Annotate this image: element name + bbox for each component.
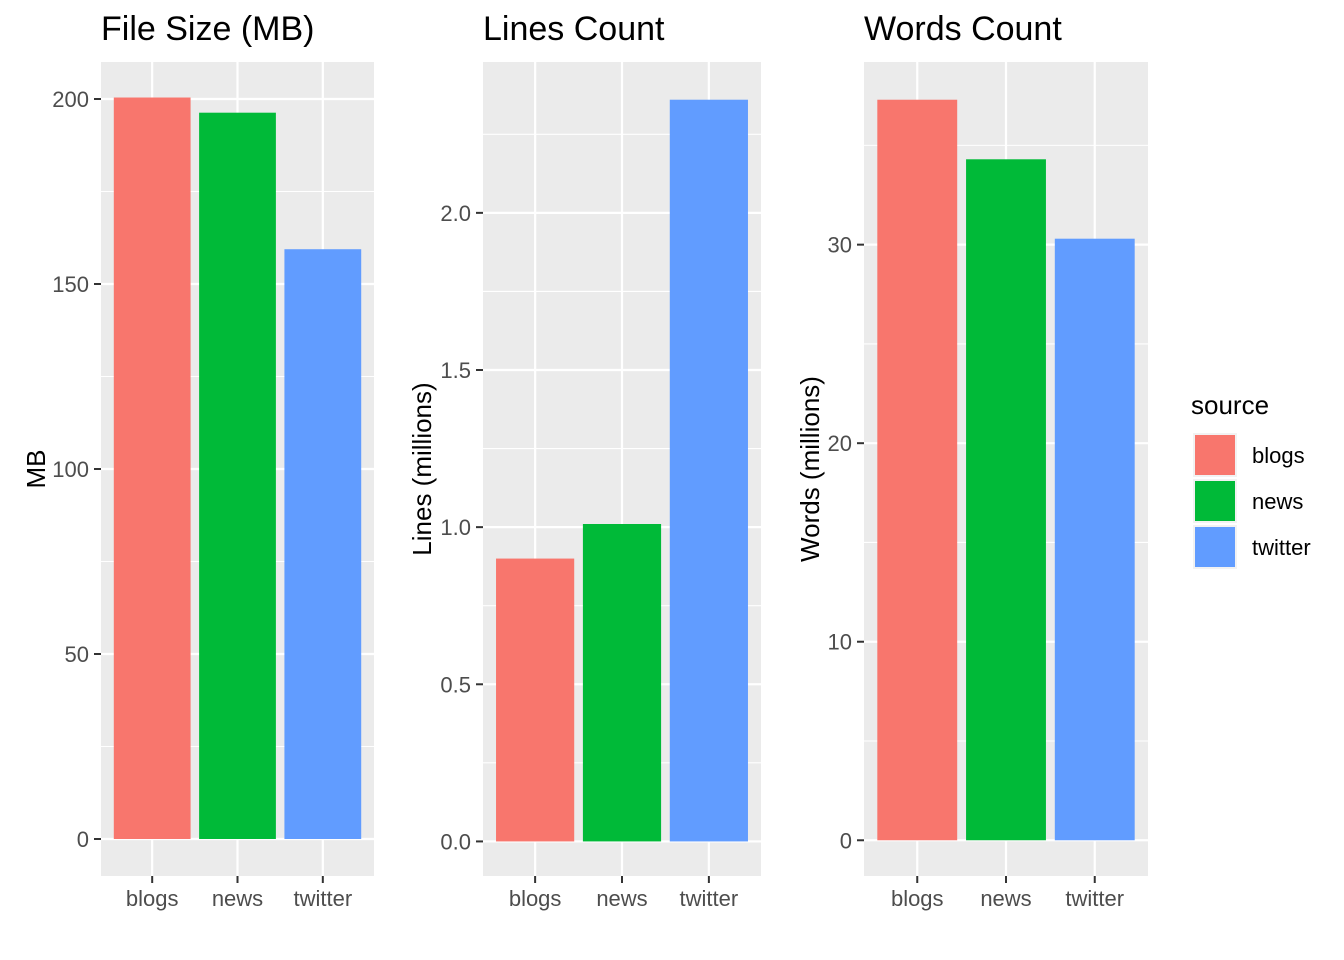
bar-blogs — [113, 97, 191, 839]
legend-key-blogs — [1195, 435, 1235, 475]
bar-news — [199, 112, 276, 839]
y-axis-title: MB — [21, 450, 51, 489]
panel-2: 0 10 20 30 blogs news twitter Words Count Words … — [795, 10, 1148, 911]
bar-twitter — [284, 249, 362, 840]
x-tick-label: twitter — [680, 886, 739, 911]
y-tick-label: 200 — [52, 87, 89, 112]
y-tick-label: 0.0 — [440, 829, 471, 854]
y-tick-label: 50 — [65, 642, 89, 667]
bar-blogs — [496, 558, 575, 842]
y-tick-label: 0.5 — [440, 672, 471, 697]
x-tick-label: news — [980, 886, 1031, 911]
y-tick-label: 30 — [828, 233, 852, 258]
x-tick-label: news — [212, 886, 263, 911]
bar-news — [966, 159, 1046, 841]
y-tick-label: 1.0 — [440, 515, 471, 540]
bar-news — [582, 524, 662, 842]
y-axis-title: Words (millions) — [795, 376, 825, 562]
y-tick-label: 150 — [52, 272, 89, 297]
legend-label-blogs: blogs — [1252, 443, 1305, 468]
y-tick-label: 10 — [828, 630, 852, 655]
bar-blogs — [877, 99, 958, 841]
y-tick-label: 0 — [840, 828, 852, 853]
chart-title: Words Count — [864, 10, 1062, 48]
y-tick-label: 1.5 — [440, 358, 471, 383]
y-tick-label: 20 — [828, 431, 852, 456]
chart-title: File Size (MB) — [101, 10, 314, 48]
bar-twitter — [1054, 238, 1135, 841]
x-tick-label: news — [596, 886, 647, 911]
x-tick-label: twitter — [1065, 886, 1124, 911]
y-tick-label: 0 — [77, 827, 89, 852]
y-tick-label: 100 — [52, 457, 89, 482]
x-tick-label: twitter — [293, 886, 352, 911]
legend-key-news — [1195, 481, 1235, 521]
bar-twitter — [669, 99, 748, 842]
y-tick-label: 2.0 — [440, 201, 471, 226]
x-tick-label: blogs — [891, 886, 944, 911]
legend-key-twitter — [1195, 527, 1235, 567]
legend: source blogs news twitter — [1191, 390, 1311, 569]
legend-label-news: news — [1252, 489, 1303, 514]
x-tick-label: blogs — [126, 886, 179, 911]
y-axis-title: Lines (millions) — [407, 382, 437, 555]
panel-0: 0 50 100 150 200 blogs news twitter File Size (M… — [21, 10, 374, 911]
legend-title: source — [1191, 390, 1269, 420]
x-tick-label: blogs — [509, 886, 562, 911]
chart-title: Lines Count — [483, 10, 665, 48]
legend-label-twitter: twitter — [1252, 535, 1311, 560]
panel-1: 0.0 0.5 1.0 1.5 2.0 blogs news twitter Lines Cou… — [407, 10, 761, 911]
